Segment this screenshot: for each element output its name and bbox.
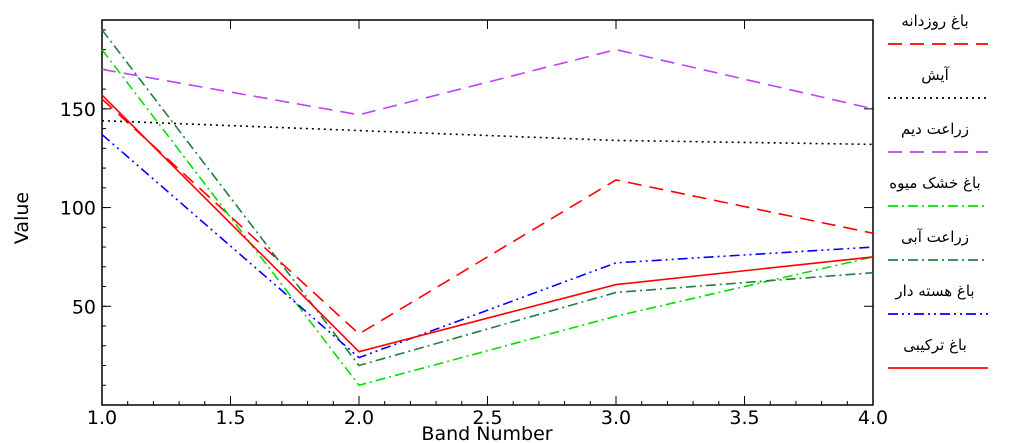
y-axis-title: Value <box>11 192 33 244</box>
x-tick-label: 4.0 <box>858 407 888 429</box>
legend-label: آیش <box>921 66 949 84</box>
x-tick-label: 1.5 <box>215 407 245 429</box>
series-line <box>101 94 874 353</box>
y-axis: 50 100 150 <box>60 29 873 386</box>
x-axis: 1.0 1.5 2.0 2.5 3.0 3.5 4.0 <box>87 20 888 429</box>
series-line <box>101 119 874 146</box>
plot-area <box>101 19 874 406</box>
y-tick-label: 100 <box>60 198 96 220</box>
legend: باغ روزدانه آیش زراعت دیم باغ خشک میوه زراعت… <box>888 12 988 369</box>
x-tick-label: 2.5 <box>472 407 502 429</box>
series-group <box>101 29 874 387</box>
x-tick-label: 3.5 <box>729 407 759 429</box>
x-axis-title: Band Number <box>421 423 552 443</box>
x-tick-label: 3.0 <box>601 407 631 429</box>
legend-label: زراعت آبی <box>901 228 969 246</box>
legend-label: باغ روزدانه <box>901 12 968 30</box>
legend-label: باغ ترکیبی <box>903 336 967 354</box>
legend-label: باغ هسته دار <box>894 282 974 300</box>
series-line <box>101 133 874 359</box>
y-tick-label: 150 <box>60 99 96 121</box>
y-tick-label: 50 <box>72 296 96 318</box>
x-tick-label: 2.0 <box>344 407 374 429</box>
series-line <box>101 29 874 367</box>
series-line <box>101 48 874 116</box>
legend-label: باغ خشک میوه <box>889 174 980 192</box>
series-line <box>101 98 874 335</box>
legend-label: زراعت دیم <box>901 120 969 138</box>
x-tick-label: 1.0 <box>87 407 117 429</box>
series-line <box>101 49 874 387</box>
